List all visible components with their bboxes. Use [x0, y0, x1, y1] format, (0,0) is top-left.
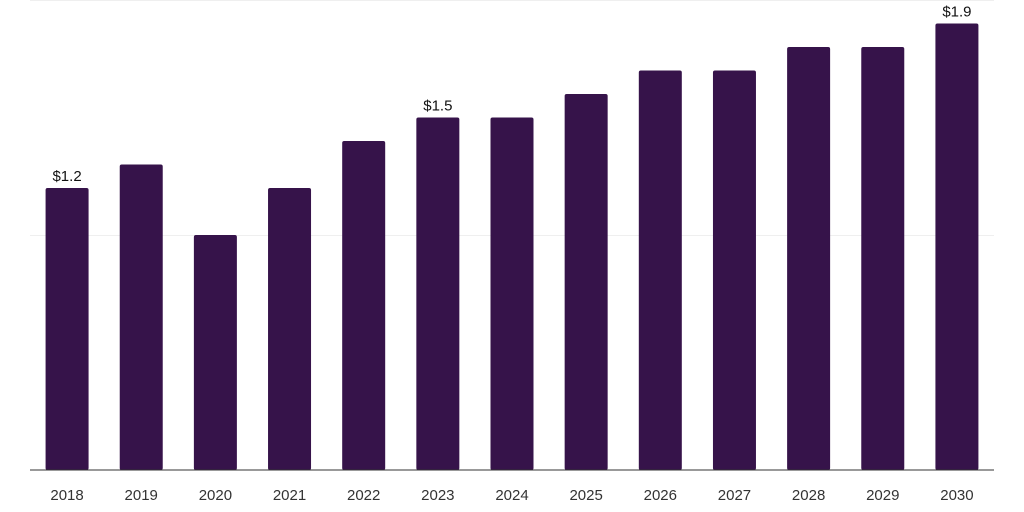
x-tick-label: 2029 — [866, 487, 899, 504]
bar-2029 — [861, 47, 905, 470]
bar-data-label: $1.9 — [942, 4, 971, 21]
x-tick-label: 2028 — [792, 487, 825, 504]
bar-2027 — [712, 70, 756, 470]
bar-2019 — [119, 164, 163, 470]
bar-2023 — [416, 117, 460, 470]
x-tick-label: 2024 — [495, 487, 528, 504]
x-axis-ticks: 2018 2019 2020 2021 2022 2023 2024 2025 2026 2027… — [50, 487, 973, 504]
x-tick-label: 2023 — [421, 487, 454, 504]
x-tick-label: 2022 — [347, 487, 380, 504]
bar-2020 — [193, 235, 237, 470]
bar-2026 — [638, 70, 682, 470]
bars — [45, 23, 979, 470]
bar-2021 — [268, 188, 312, 470]
x-tick-label: 2026 — [644, 487, 677, 504]
bar-data-label: $1.2 — [52, 168, 81, 185]
x-tick-label: 2020 — [199, 487, 232, 504]
bar-2018 — [45, 188, 89, 470]
x-tick-label: 2018 — [50, 487, 83, 504]
x-tick-label: 2030 — [940, 487, 973, 504]
x-tick-label: 2025 — [569, 487, 602, 504]
x-tick-label: 2019 — [125, 487, 158, 504]
bar-2028 — [787, 47, 831, 470]
x-tick-label: 2021 — [273, 487, 306, 504]
x-tick-label: 2027 — [718, 487, 751, 504]
bar-2025 — [564, 94, 608, 470]
data-labels: $1.2 $1.5 $1.9 — [52, 4, 971, 186]
bar-2030 — [935, 23, 979, 470]
bar-2024 — [490, 117, 534, 470]
bar-data-label: $1.5 — [423, 98, 452, 115]
bar-2022 — [342, 141, 386, 470]
